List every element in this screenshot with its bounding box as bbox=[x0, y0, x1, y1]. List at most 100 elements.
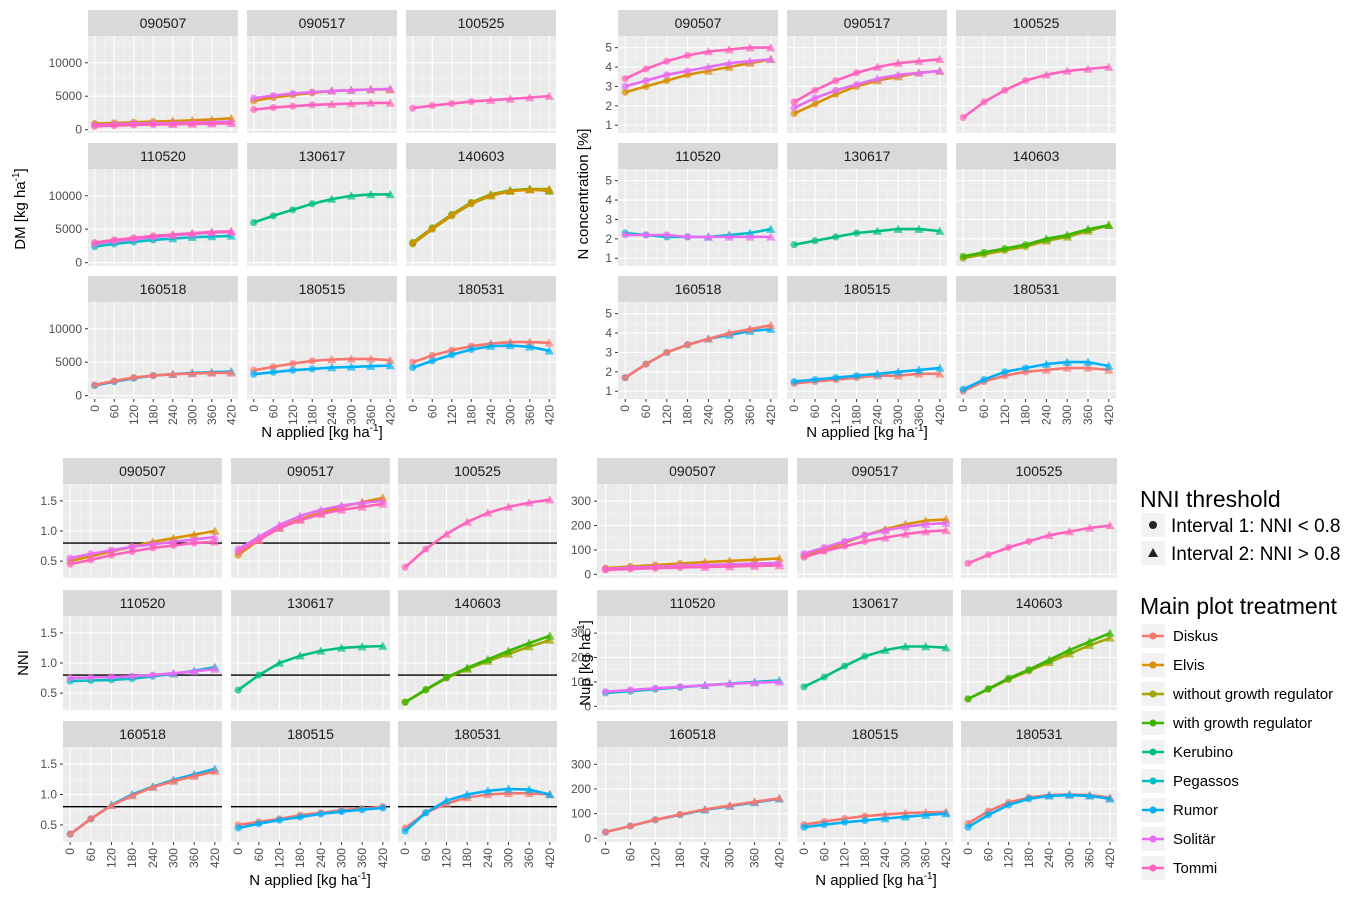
data-point-triangle bbox=[941, 525, 951, 535]
smooth-line bbox=[404, 498, 550, 569]
y-tick-label: 300 bbox=[571, 494, 591, 508]
x-tick-label: 420 bbox=[939, 848, 953, 868]
y-tick-label: 300 bbox=[571, 626, 591, 640]
x-tick-label: 300 bbox=[1062, 848, 1076, 868]
smooth-line bbox=[794, 366, 940, 383]
smooth-line bbox=[967, 793, 1111, 829]
smooth-line bbox=[237, 806, 383, 830]
facet-panel-100525: 100525 bbox=[406, 10, 556, 133]
facet-panel-140603: 140603 bbox=[961, 590, 1117, 710]
x-tick-label: 60 bbox=[981, 848, 995, 862]
x-tick-label: 360 bbox=[205, 405, 219, 425]
x-tick-label: 120 bbox=[838, 848, 852, 868]
x-tick-label: 420 bbox=[1103, 848, 1117, 868]
x-tick-label: 60 bbox=[623, 848, 637, 862]
facet-strip bbox=[88, 10, 238, 36]
facet-strip-label: 110520 bbox=[140, 148, 186, 164]
x-tick-label: 360 bbox=[187, 848, 201, 868]
facet-panel-090517: 090517 bbox=[787, 10, 947, 133]
facet-strip bbox=[398, 721, 557, 747]
facet-panel-130617: 130617 bbox=[787, 143, 947, 266]
series-with-growth-regulator bbox=[401, 631, 555, 706]
smooth-line bbox=[624, 46, 771, 80]
legend-label-nni: Interval 2: NNI > 0.8 bbox=[1171, 544, 1341, 565]
smooth-line bbox=[793, 227, 940, 246]
smooth-line bbox=[237, 499, 383, 551]
y-tick-label: 3 bbox=[605, 79, 612, 93]
x-tick-label: 240 bbox=[1039, 405, 1053, 425]
y-tick-label: 1 bbox=[605, 251, 612, 265]
data-point-triangle bbox=[774, 560, 785, 570]
facet-strip-label: 090517 bbox=[852, 463, 899, 479]
x-tick-label: 180 bbox=[1019, 405, 1033, 425]
facet-strip-label: 100525 bbox=[1016, 463, 1063, 479]
y-tick-label: 5 bbox=[605, 307, 612, 321]
smooth-line bbox=[253, 101, 391, 111]
y-tick-label: 1.0 bbox=[40, 656, 57, 670]
data-point-triangle bbox=[378, 641, 388, 650]
x-tick-label: 300 bbox=[185, 405, 199, 425]
data-point-triangle bbox=[935, 363, 945, 372]
facet-strip bbox=[63, 721, 222, 747]
smooth-line bbox=[794, 372, 940, 385]
legend-point-swatch bbox=[1149, 690, 1157, 698]
x-tick-label: 360 bbox=[355, 848, 369, 868]
smooth-line bbox=[605, 561, 780, 571]
legend-title-treatment: Main plot treatment bbox=[1140, 593, 1337, 619]
x-tick-label: 300 bbox=[335, 848, 349, 868]
smooth-line bbox=[412, 94, 550, 110]
x-axis-title: N applied [kg ha-1] bbox=[261, 423, 382, 441]
facet-strip bbox=[956, 276, 1116, 302]
facet-strip-label: 130617 bbox=[299, 148, 346, 164]
x-axis-title: N applied [kg ha-1] bbox=[806, 423, 927, 441]
data-point-circle bbox=[601, 566, 610, 574]
facet-panel-140603: 140603 bbox=[398, 590, 557, 710]
facet-panel-090507: 090507 0.5 1.0 1.5 bbox=[40, 458, 222, 578]
x-tick-label: 180 bbox=[305, 405, 319, 425]
legend-label-treatment: Solitär bbox=[1173, 831, 1216, 848]
series-solit-r bbox=[621, 54, 776, 91]
facet-strip bbox=[398, 458, 557, 484]
facet-strip-label: 130617 bbox=[852, 595, 899, 611]
smooth-line bbox=[70, 667, 215, 680]
y-tick-label: 200 bbox=[571, 651, 591, 665]
facet-strip bbox=[597, 590, 788, 616]
facet-strip-label: 110520 bbox=[675, 148, 721, 164]
facet-panel-160518: 160518 0 100 200 300 0 60 120 180 240 300 360 420 bbox=[571, 721, 788, 868]
y-tick-label: 0 bbox=[75, 389, 82, 403]
data-point-circle bbox=[409, 104, 417, 112]
x-tick-label: 180 bbox=[125, 848, 139, 868]
x-tick-label: 60 bbox=[266, 405, 280, 419]
data-point-triangle bbox=[766, 43, 776, 52]
legend-title-nni: NNI threshold bbox=[1140, 486, 1281, 512]
x-tick-label: 120 bbox=[660, 405, 674, 425]
facet-strip-label: 140603 bbox=[1013, 148, 1060, 164]
x-tick-label: 0 bbox=[599, 848, 613, 855]
y-tick-label: 0.5 bbox=[40, 554, 57, 568]
x-tick-label: 120 bbox=[829, 405, 843, 425]
series-rumor bbox=[234, 804, 387, 832]
series-rumor bbox=[401, 784, 555, 835]
series-tommi bbox=[800, 525, 951, 561]
data-point-circle bbox=[790, 377, 798, 386]
legend-triangle-icon bbox=[1148, 548, 1158, 557]
y-tick-label: 5000 bbox=[55, 222, 82, 236]
series-diskus bbox=[91, 368, 236, 389]
facet-strip bbox=[961, 590, 1117, 616]
series-diskus bbox=[601, 793, 785, 836]
data-point-circle bbox=[601, 688, 610, 696]
facet-panel-160518: 160518 0 5000 10000 0 60 120 180 240 300 360 420 bbox=[49, 276, 238, 425]
data-point-triangle bbox=[935, 66, 945, 75]
x-tick-label: 300 bbox=[1060, 405, 1074, 425]
facet-panel-130617: 130617 bbox=[797, 590, 953, 710]
y-tick-label: 2 bbox=[605, 365, 612, 379]
facet-strip-label: 140603 bbox=[1016, 595, 1063, 611]
series-solit-r bbox=[66, 664, 220, 682]
x-tick-label: 60 bbox=[425, 405, 439, 419]
smooth-line bbox=[793, 69, 940, 109]
facet-strip-label: 090507 bbox=[675, 15, 722, 31]
legend-label-treatment: without growth regulator bbox=[1172, 686, 1333, 703]
